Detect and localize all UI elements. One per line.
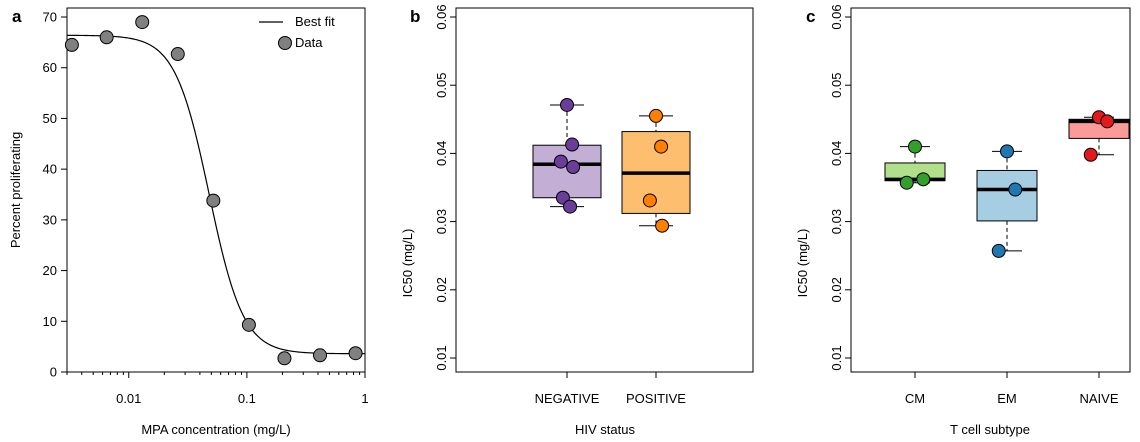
- panel-b-x-axis: NEGATIVE POSITIVE: [535, 372, 686, 406]
- data-point: [170, 47, 185, 62]
- y-tick-label: 0.06: [434, 4, 449, 29]
- panel-b-x-label: HIV status: [575, 422, 635, 437]
- data-point: [99, 30, 114, 45]
- panel-b-boxes: [532, 97, 691, 233]
- legend-data-label: Data: [295, 35, 323, 50]
- panel-a: a 0 10 20 30 40 50 60 70 0.01 0.1 1 Percent proli…: [8, 7, 369, 437]
- y-tick-label: 50: [43, 111, 57, 126]
- panel-a-data-points: [64, 15, 363, 366]
- x-tick-label: POSITIVE: [626, 391, 686, 406]
- data-point: [1000, 144, 1014, 159]
- x-tick-label: 0.1: [238, 391, 256, 406]
- data-point: [313, 348, 328, 363]
- box-negative: [532, 144, 602, 199]
- y-tick-label: 0.06: [829, 4, 844, 29]
- y-tick-label: 0.05: [434, 73, 449, 98]
- panel-c-x-label: T cell subtype: [950, 422, 1030, 437]
- y-tick-label: 30: [43, 212, 57, 227]
- y-tick-label: 0.03: [434, 209, 449, 234]
- panel-c-y-label: IC50 (mg/L): [795, 229, 810, 298]
- data-point: [241, 317, 256, 332]
- data-point: [565, 137, 580, 152]
- x-tick-label: EM: [997, 391, 1017, 406]
- y-tick-label: 0.04: [434, 141, 449, 166]
- legend-fit-label: Best fit: [295, 14, 335, 29]
- panel-b-letter: b: [410, 7, 420, 26]
- data-point: [654, 139, 669, 154]
- y-tick-label: 0.01: [829, 345, 844, 370]
- panel-a-x-axis: 0.01 0.1 1: [66, 372, 369, 406]
- data-point: [560, 97, 574, 112]
- data-point: [991, 243, 1006, 258]
- panel-a-letter: a: [12, 7, 22, 26]
- panel-c-x-axis: CM EM NAIVE: [905, 372, 1119, 406]
- data-point: [566, 160, 581, 175]
- y-tick-label: 10: [43, 314, 57, 329]
- data-point: [655, 218, 670, 233]
- data-point: [348, 346, 363, 361]
- x-tick-label: NAIVE: [1079, 391, 1118, 406]
- y-tick-label: 0.04: [829, 141, 844, 166]
- panel-c-letter: c: [806, 7, 815, 26]
- y-tick-label: 60: [43, 60, 57, 75]
- y-tick-label: 0.01: [434, 345, 449, 370]
- panel-a-plot-frame: [66, 7, 366, 373]
- data-point: [206, 193, 221, 208]
- panel-b-y-axis: 0.01 0.02 0.03 0.04 0.05 0.06: [434, 4, 456, 371]
- data-point: [1100, 114, 1115, 129]
- panel-b-plot-frame: [455, 7, 754, 373]
- y-tick-label: 20: [43, 263, 57, 278]
- data-point: [1008, 182, 1023, 197]
- x-tick-label: CM: [905, 391, 925, 406]
- panel-a-y-axis: 0 10 20 30 40 50 60 70: [43, 10, 67, 380]
- panel-a-legend: Best fit Data: [259, 14, 335, 50]
- box-em: [976, 169, 1038, 222]
- x-tick-label: NEGATIVE: [535, 391, 600, 406]
- y-tick-label: 0.05: [829, 73, 844, 98]
- panel-b: b 0.01 0.02 0.03 0.04 0.05 0.06 NEGATIVE POSIT…: [400, 4, 754, 437]
- x-tick-label: 1: [361, 391, 368, 406]
- panel-a-y-label: Percent proliferating: [8, 132, 23, 248]
- panel-c-plot-frame: [850, 7, 1131, 373]
- legend-point-swatch: [278, 36, 292, 50]
- data-point: [553, 154, 568, 169]
- data-point: [899, 175, 914, 190]
- data-point: [563, 199, 578, 214]
- y-tick-label: 0.02: [434, 277, 449, 302]
- y-tick-label: 0.02: [829, 277, 844, 302]
- panel-a-x-label: MPA concentration (mg/L): [141, 422, 290, 437]
- data-point: [642, 193, 657, 208]
- panel-c-y-axis: 0.01 0.02 0.03 0.04 0.05 0.06: [829, 4, 851, 371]
- panel-c-boxes: [884, 110, 1130, 258]
- panel-c: c 0.01 0.02 0.03 0.04 0.05 0.06 CM EM NAIVE IC5…: [795, 4, 1131, 437]
- x-tick-label: 0.01: [116, 391, 141, 406]
- data-point: [908, 139, 922, 154]
- y-tick-label: 70: [43, 10, 57, 25]
- data-point: [916, 172, 931, 187]
- data-point: [277, 351, 292, 366]
- y-tick-label: 0: [50, 365, 57, 380]
- data-point: [64, 37, 79, 52]
- y-tick-label: 0.03: [829, 209, 844, 234]
- data-point: [135, 15, 150, 30]
- panel-b-y-label: IC50 (mg/L): [400, 229, 415, 298]
- y-tick-label: 40: [43, 162, 57, 177]
- data-point: [1083, 147, 1098, 162]
- data-point: [649, 108, 663, 123]
